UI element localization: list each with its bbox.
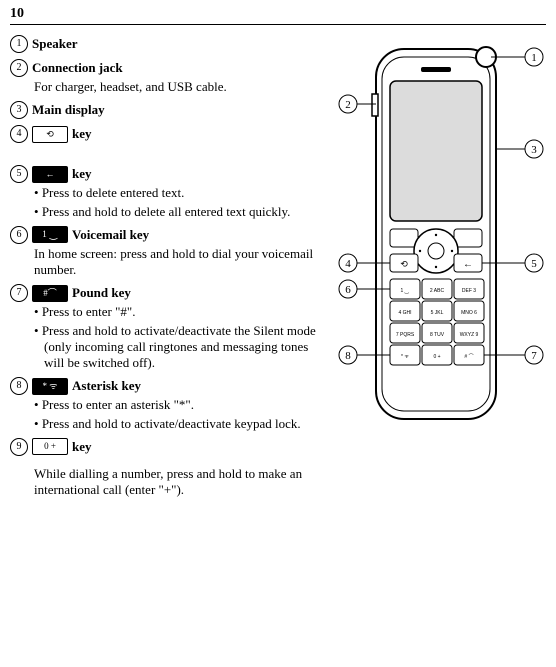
svg-text:DEF 3: DEF 3 <box>462 288 476 294</box>
svg-text:←: ← <box>463 259 473 270</box>
callout-number: 3 <box>10 101 28 119</box>
item-label: Speaker <box>32 36 78 52</box>
callout-number: 7 <box>10 284 28 302</box>
bullet: Press to enter an asterisk "*". <box>34 397 330 413</box>
svg-text:3: 3 <box>531 144 537 156</box>
callout-number: 4 <box>10 125 28 143</box>
item-key-4: 4 ⟲ key <box>10 125 330 143</box>
item-body: For charger, headset, and USB cable. <box>34 79 330 95</box>
item-label: Pound key <box>72 285 131 301</box>
item-body: In home screen: press and hold to dial y… <box>34 246 330 279</box>
item-asterisk-key: 8 * ᯤ Asterisk key Press to enter an ast… <box>10 377 330 432</box>
svg-text:2: 2 <box>345 99 351 111</box>
item-label: Main display <box>32 102 105 118</box>
item-main-display: 3 Main display <box>10 101 330 119</box>
svg-text:WXYZ 9: WXYZ 9 <box>460 332 479 338</box>
svg-text:5: 5 <box>531 258 537 270</box>
svg-text:# ⌒: # ⌒ <box>464 354 473 360</box>
page-number: 10 <box>10 6 546 25</box>
item-label: key <box>72 166 92 182</box>
bullet: Press and hold to activate/deactivate th… <box>34 323 330 372</box>
item-bullets: Press to delete entered text. Press and … <box>34 185 330 220</box>
svg-text:5 JKL: 5 JKL <box>431 310 444 316</box>
bullet: Press and hold to activate/deactivate ke… <box>34 416 330 432</box>
content-row: 1 Speaker 2 Connection jack For charger,… <box>10 35 546 504</box>
callout-number: 5 <box>10 165 28 183</box>
svg-text:1 ⏝: 1 ⏝ <box>401 288 410 294</box>
svg-text:8 TUV: 8 TUV <box>430 332 445 338</box>
svg-text:4: 4 <box>345 258 351 270</box>
bullet: Press to enter "#". <box>34 304 330 320</box>
figure-column: ⟲ ← 1 ⏝ 2 ABC DEF 3 4 GHI 5 JKL <box>330 35 546 454</box>
phone-diagram: ⟲ ← 1 ⏝ 2 ABC DEF 3 4 GHI 5 JKL <box>336 39 546 449</box>
voicemail-key-icon: 1 ⏝ <box>32 226 68 243</box>
back-arrow-icon: ← <box>32 166 68 183</box>
callout-number: 6 <box>10 226 28 244</box>
item-connection-jack: 2 Connection jack For charger, headset, … <box>10 59 330 95</box>
item-key-delete: 5 ← key Press to delete entered text. Pr… <box>10 165 330 220</box>
svg-text:2 ABC: 2 ABC <box>430 288 445 294</box>
item-bullets: Press to enter an asterisk "*". Press an… <box>34 397 330 432</box>
item-label: Connection jack <box>32 60 123 76</box>
item-label: key <box>72 439 92 455</box>
callout-number: 9 <box>10 438 28 456</box>
callout-number: 8 <box>10 377 28 395</box>
svg-text:8: 8 <box>345 350 351 362</box>
pound-key-icon: #⌒ <box>32 285 68 302</box>
bullet: Press and hold to delete all entered tex… <box>34 204 330 220</box>
bullet: Press to delete entered text. <box>34 185 330 201</box>
svg-text:⟲: ⟲ <box>400 259 408 269</box>
svg-text:7: 7 <box>531 350 537 362</box>
svg-text:1: 1 <box>531 52 537 64</box>
svg-text:* ᯤ: * ᯤ <box>401 354 409 360</box>
key-icon: ⟲ <box>32 126 68 143</box>
callout-number: 2 <box>10 59 28 77</box>
item-label: Voicemail key <box>72 227 149 243</box>
svg-text:6: 6 <box>345 284 351 296</box>
text-column: 1 Speaker 2 Connection jack For charger,… <box>10 35 330 504</box>
item-body: While dialling a number, press and hold … <box>34 466 330 499</box>
svg-text:7 PQRS: 7 PQRS <box>396 332 415 338</box>
zero-key-icon: 0 + <box>32 438 68 455</box>
svg-text:4 GHI: 4 GHI <box>398 310 411 316</box>
item-bullets: Press to enter "#". Press and hold to ac… <box>34 304 330 371</box>
item-voicemail-key: 6 1 ⏝ Voicemail key In home screen: pres… <box>10 226 330 279</box>
svg-text:MNO 6: MNO 6 <box>461 310 477 316</box>
item-label: key <box>72 126 92 142</box>
svg-text:0 +: 0 + <box>433 354 440 360</box>
item-zero-key: 9 0 + key While dialling a number, press… <box>10 438 330 499</box>
item-pound-key: 7 #⌒ Pound key Press to enter "#". Press… <box>10 284 330 371</box>
item-speaker: 1 Speaker <box>10 35 330 53</box>
callout-number: 1 <box>10 35 28 53</box>
item-label: Asterisk key <box>72 378 141 394</box>
asterisk-key-icon: * ᯤ <box>32 378 68 395</box>
